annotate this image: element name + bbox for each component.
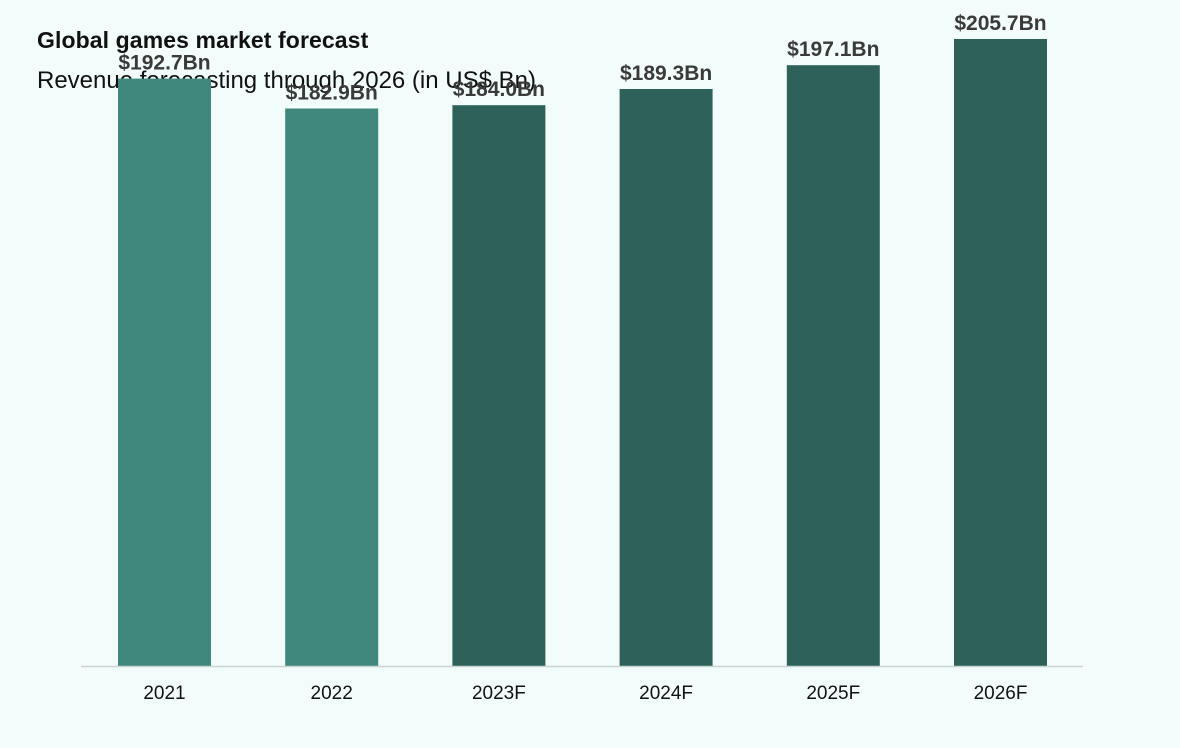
x-axis-ticks: 2021 2022 2023F 2024F 2025F 2026F [143,683,1027,704]
value-label-2026F: $205.7Bn [954,12,1046,35]
x-tick-label-2024F: 2024F [639,683,693,704]
bar-2022 [285,108,379,666]
bar-2021 [118,78,211,667]
value-label-2022: $182.9Bn [286,82,378,105]
bars-layer [118,39,1047,667]
value-label-2024F: $189.3Bn [620,62,712,85]
x-tick-label-2021: 2021 [143,683,185,704]
bar-2023F [452,105,546,666]
x-tick-label-2025F: 2025F [806,683,860,704]
bar-2025F [786,65,880,666]
x-tick-label-2026F: 2026F [974,683,1028,704]
bar-2024F [619,89,713,666]
labels-layer: $192.7Bn $182.9Bn $184.0Bn $189.3Bn $197.1Bn… [118,12,1046,105]
value-label-2023F: $184.0Bn [453,78,545,101]
x-tick-label-2022: 2022 [311,683,353,704]
value-label-2025F: $197.1Bn [787,38,879,61]
chart-title: Global games market forecast [37,27,369,53]
x-tick-label-2023F: 2023F [472,683,526,704]
value-label-2021: $192.7Bn [118,52,210,75]
bar-2026F [954,39,1047,666]
